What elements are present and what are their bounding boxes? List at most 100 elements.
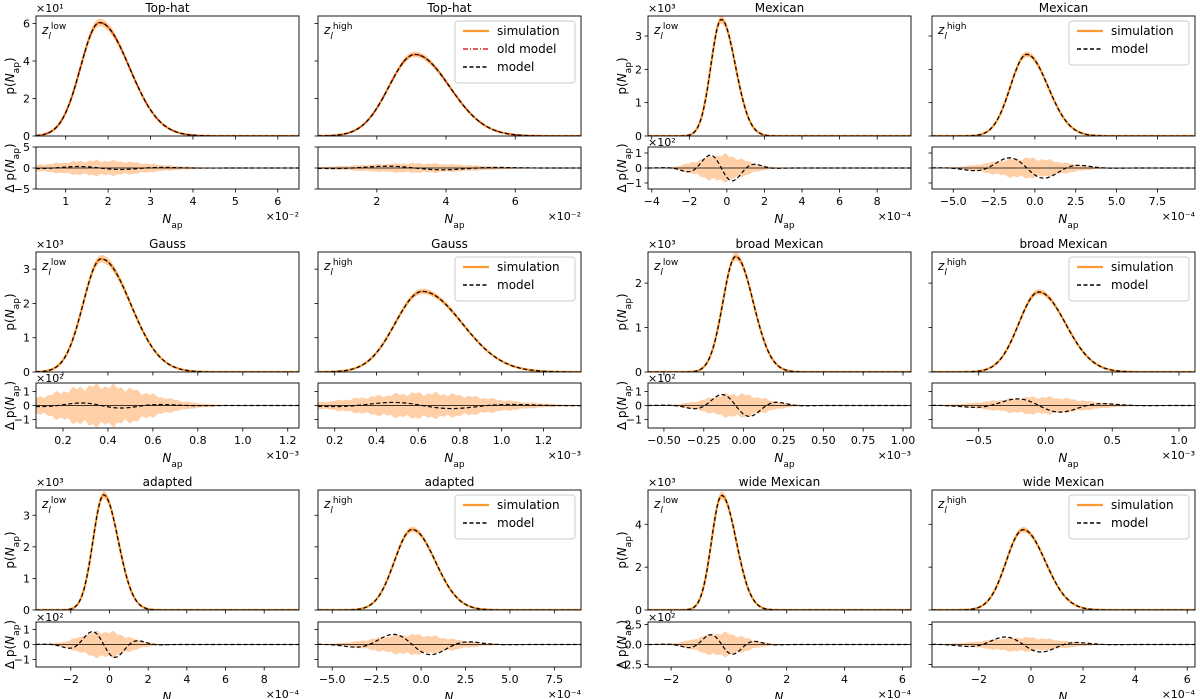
panel-gauss-high: Gauss zlhigh simulation model 0.2 0.4 0.6 0.8 1.… (314, 237, 582, 470)
bottom-plot-area (318, 391, 581, 420)
y-tick-label: 0.0 (625, 639, 643, 652)
x-tick-label: 0.50 (811, 434, 836, 447)
top-axes-frame (317, 489, 582, 611)
text-part: ) (615, 143, 629, 148)
text-part: ap (12, 298, 22, 310)
y-tick-label: 1 (635, 322, 642, 335)
x-tick-label: 2.5 (1067, 195, 1085, 208)
simulation-line (932, 528, 1195, 610)
x-axis-label: Nap (162, 451, 182, 470)
y-tick-label: 0 (23, 366, 30, 379)
text-part: l (660, 268, 663, 278)
x-axis-label: Nap (444, 212, 464, 231)
panel-title: Mexican (755, 1, 805, 15)
y-tick-label: 1 (23, 624, 30, 637)
y-tick-label: 2 (23, 93, 30, 106)
residual-model-line (318, 401, 581, 410)
text-part: low (51, 22, 66, 32)
x-tick-label: 0.0 (412, 673, 430, 686)
x-tick-label: 0.8 (451, 434, 469, 447)
text-part: N (162, 451, 171, 465)
text-part: l (330, 268, 333, 278)
panel-broad-mexican-high: broad Mexican zlhigh simulation model −0.5 0.… (928, 237, 1196, 470)
y-tick-label: −1 (626, 177, 642, 190)
residual-model-line (932, 398, 1195, 413)
x-tick-label: 2 (373, 195, 380, 208)
text-part: ) (3, 57, 17, 62)
simulation-line (648, 255, 911, 372)
x-tick-label: 2 (783, 673, 790, 686)
text-part: N (162, 690, 171, 699)
y-axis-label: p(Nap) (615, 531, 634, 568)
x-tick-label: 0.6 (144, 434, 162, 447)
top-axes-frame (647, 251, 912, 373)
panel-wide-mexican-low: wide Mexican024×10³zllowp(Nap)−2.50.02.5… (615, 475, 912, 699)
x-tick-label: 1.0 (493, 434, 511, 447)
x-tick-label: 1.0 (1170, 434, 1188, 447)
model-line (648, 18, 911, 136)
x-tick-label: 0.6 (409, 434, 427, 447)
text-part: z (937, 259, 945, 273)
x-tick-label: 2.5 (457, 673, 475, 686)
text-part: ap (624, 298, 634, 310)
y-tick-label: −5 (14, 183, 30, 196)
x-tick-label: 6 (222, 673, 229, 686)
redshift-label: zllow (653, 22, 678, 42)
x-tick-label: 0.25 (771, 434, 796, 447)
bottom-plot-area (318, 633, 581, 656)
text-part: N (3, 636, 17, 645)
text-part: ap (453, 460, 465, 470)
legend-label-simulation: simulation (497, 24, 560, 38)
y-tick-label: 0 (635, 162, 642, 175)
text-part: high (333, 258, 353, 268)
x-tick-label: 4 (841, 673, 848, 686)
x-tick-label: 0.2 (54, 434, 72, 447)
text-part: Δ p( (3, 645, 17, 669)
bottom-plot-area (932, 396, 1195, 415)
text-part: N (162, 212, 171, 226)
top-plot-area (318, 288, 581, 372)
text-part: N (3, 397, 17, 406)
x-tick-label: 2 (145, 673, 152, 686)
text-part: l (944, 32, 947, 42)
legend-label-simulation: simulation (497, 498, 560, 512)
x-tick-label: 0.4 (99, 434, 117, 447)
y-offset-label: ×10² (648, 611, 676, 624)
top-plot-area (648, 491, 911, 610)
x-tick-label: 7.5 (546, 673, 564, 686)
x-tick-label: −4 (644, 195, 660, 208)
residual-model-line (318, 633, 581, 656)
text-part: low (51, 496, 66, 506)
text-part: low (663, 258, 678, 268)
text-part: high (947, 22, 967, 32)
x-tick-label: 2 (761, 195, 768, 208)
x-tick-label: 1.0 (234, 434, 252, 447)
legend-label-simulation: simulation (497, 260, 560, 274)
y-offset-label: ×10³ (36, 238, 64, 251)
text-part: low (663, 22, 678, 32)
redshift-label: zllow (41, 258, 66, 278)
y-axis-label: Δ p(Nap) (615, 620, 634, 669)
text-part: l (330, 32, 333, 42)
simulation-line (932, 53, 1195, 136)
y-axis-label: p(Nap) (3, 531, 22, 568)
y-tick-label: 2 (23, 297, 30, 310)
y-tick-label: −1 (626, 414, 642, 427)
text-part: ap (1067, 460, 1079, 470)
y-tick-label: 0 (23, 604, 30, 617)
y-offset-label: ×10³ (648, 2, 676, 15)
text-part: z (653, 23, 661, 37)
bottom-plot-area (36, 383, 299, 428)
x-tick-label: −5.0 (319, 673, 346, 686)
x-tick-label: 4 (189, 195, 196, 208)
text-part: l (660, 506, 663, 516)
panel-broad-mexican-low: broad Mexican012×10³zllowp(Nap)−101×10²Δ… (615, 237, 915, 470)
x-tick-label: 4 (799, 195, 806, 208)
model-line (318, 53, 581, 136)
x-offset-label: ×10⁻⁴ (878, 688, 912, 699)
model-line (318, 290, 581, 372)
text-part: ap (171, 221, 183, 231)
text-part: ap (171, 460, 183, 470)
redshift-label: zlhigh (323, 258, 352, 278)
